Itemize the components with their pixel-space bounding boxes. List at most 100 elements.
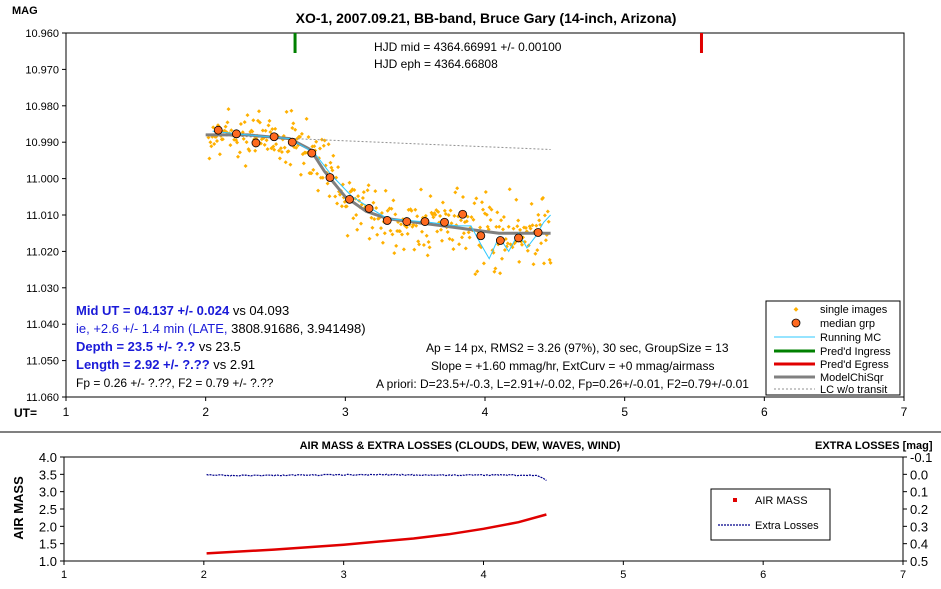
single-image-point bbox=[428, 194, 433, 199]
single-image-point bbox=[272, 147, 277, 152]
single-image-point bbox=[288, 162, 293, 167]
single-image-point bbox=[235, 140, 240, 145]
single-image-point bbox=[445, 230, 450, 234]
y-ticks: 10.960 10.970 10.980 10.990 11.000 11.010 11.0… bbox=[25, 28, 66, 404]
single-image-point bbox=[420, 229, 424, 234]
single-image-point bbox=[253, 148, 258, 153]
single-image-point bbox=[517, 259, 522, 264]
air-mass-axis-label: AIR MASS bbox=[11, 476, 26, 540]
single-image-point bbox=[250, 129, 255, 134]
single-image-point bbox=[461, 231, 466, 236]
single-image-point bbox=[409, 208, 414, 213]
single-image-point bbox=[426, 240, 431, 244]
single-image-point bbox=[413, 207, 418, 212]
x-tick-label: 4 bbox=[482, 405, 489, 419]
single-image-point bbox=[262, 142, 267, 147]
single-image-point bbox=[493, 266, 498, 271]
length-text: Length = 2.92 +/- ?.?? vs 2.91 bbox=[76, 357, 255, 372]
single-image-point bbox=[417, 242, 422, 247]
single-image-point bbox=[400, 232, 404, 237]
single-image-point bbox=[379, 226, 383, 231]
single-image-point bbox=[531, 262, 536, 267]
single-image-point bbox=[336, 165, 341, 170]
y-tick-label: 10.960 bbox=[25, 28, 59, 40]
single-image-point bbox=[533, 251, 538, 256]
single-image-point bbox=[267, 118, 272, 123]
legend-box bbox=[765, 300, 901, 396]
single-image-point bbox=[243, 164, 248, 168]
single-image-point bbox=[290, 126, 295, 130]
single-image-point bbox=[390, 232, 395, 237]
single-image-point bbox=[359, 221, 363, 226]
single-image-point bbox=[489, 207, 494, 212]
air-mass-title: AIR MASS & EXTRA LOSSES (CLOUDS, DEW, WA… bbox=[300, 440, 621, 452]
single-image-point bbox=[484, 212, 489, 217]
single-image-point bbox=[439, 227, 443, 232]
single-image-point bbox=[536, 212, 541, 217]
single-image-point bbox=[459, 218, 463, 223]
x-axis-label: UT= bbox=[14, 406, 37, 420]
single-image-point bbox=[291, 121, 296, 126]
single-image-point bbox=[425, 253, 430, 258]
single-image-point bbox=[546, 219, 551, 224]
y-tick-label: 11.020 bbox=[26, 246, 59, 258]
single-image-point bbox=[314, 139, 319, 144]
single-image-point bbox=[299, 131, 304, 136]
extra-losses-y-tick-label: 0.4 bbox=[910, 537, 928, 552]
single-image-point bbox=[382, 231, 387, 236]
single-image-point bbox=[223, 124, 228, 129]
air-mass-y-tick-label: 1.5 bbox=[39, 537, 57, 552]
single-image-point bbox=[388, 228, 393, 233]
single-image-point bbox=[457, 242, 462, 247]
single-image-point bbox=[499, 218, 504, 223]
single-image-point bbox=[506, 224, 511, 229]
air-mass-chart: AIR MASS & EXTRA LOSSES (CLOUDS, DEW, WA… bbox=[11, 440, 933, 581]
single-image-point bbox=[283, 160, 288, 165]
y-tick-label: 11.010 bbox=[26, 210, 59, 222]
air-mass-y-tick-label: 3.5 bbox=[39, 467, 57, 482]
single-image-point bbox=[534, 223, 539, 228]
legend-air-mass-swatch bbox=[733, 498, 737, 502]
single-image-point bbox=[520, 242, 524, 247]
single-image-point bbox=[478, 225, 483, 230]
single-image-point bbox=[483, 190, 488, 194]
extra-losses-y-tick-label: 0.0 bbox=[910, 467, 928, 482]
air-mass-x-ticks: 1 2 3 4 5 6 7 bbox=[61, 561, 906, 581]
x-tick-label: 7 bbox=[901, 405, 908, 419]
extra-losses-y-tick-label: 0.1 bbox=[910, 485, 928, 500]
single-image-point bbox=[260, 128, 265, 133]
y-tick-label: 10.990 bbox=[25, 137, 59, 149]
x-tick-label: 5 bbox=[621, 405, 628, 419]
single-image-point bbox=[217, 152, 222, 157]
single-image-point bbox=[435, 229, 440, 234]
single-image-point bbox=[373, 189, 378, 194]
single-image-point bbox=[274, 142, 279, 147]
single-image-point bbox=[442, 208, 447, 213]
single-image-point bbox=[207, 156, 212, 161]
single-image-point bbox=[333, 194, 338, 199]
apriori-text: A priori: D=23.5+/-0.3, L=2.91+/-0.02, F… bbox=[376, 377, 749, 391]
air-mass-y-ticks: 1.0 1.5 2.0 2.5 3.0 3.5 4.0 bbox=[39, 450, 64, 569]
legend-median-marker bbox=[791, 318, 801, 328]
single-image-point bbox=[438, 214, 443, 218]
single-image-point bbox=[312, 144, 317, 149]
legend: single images median grp Running MC Pred… bbox=[765, 300, 901, 396]
single-image-point bbox=[304, 116, 309, 121]
median-grp-point bbox=[440, 217, 449, 227]
single-image-point bbox=[301, 161, 306, 166]
air-mass-legend-box bbox=[710, 488, 831, 541]
single-image-point bbox=[424, 233, 429, 238]
single-image-point bbox=[315, 171, 320, 176]
single-image-point bbox=[518, 227, 523, 232]
single-image-point bbox=[542, 261, 546, 266]
single-image-point bbox=[240, 130, 245, 135]
single-image-point bbox=[455, 186, 460, 191]
length-compare: vs 2.91 bbox=[210, 357, 256, 372]
median-grp-point bbox=[495, 236, 505, 245]
single-image-point bbox=[502, 248, 507, 252]
single-image-point bbox=[473, 272, 478, 277]
single-image-point bbox=[547, 257, 552, 262]
single-image-point bbox=[488, 218, 493, 222]
y-axis-label: MAG bbox=[12, 5, 38, 17]
